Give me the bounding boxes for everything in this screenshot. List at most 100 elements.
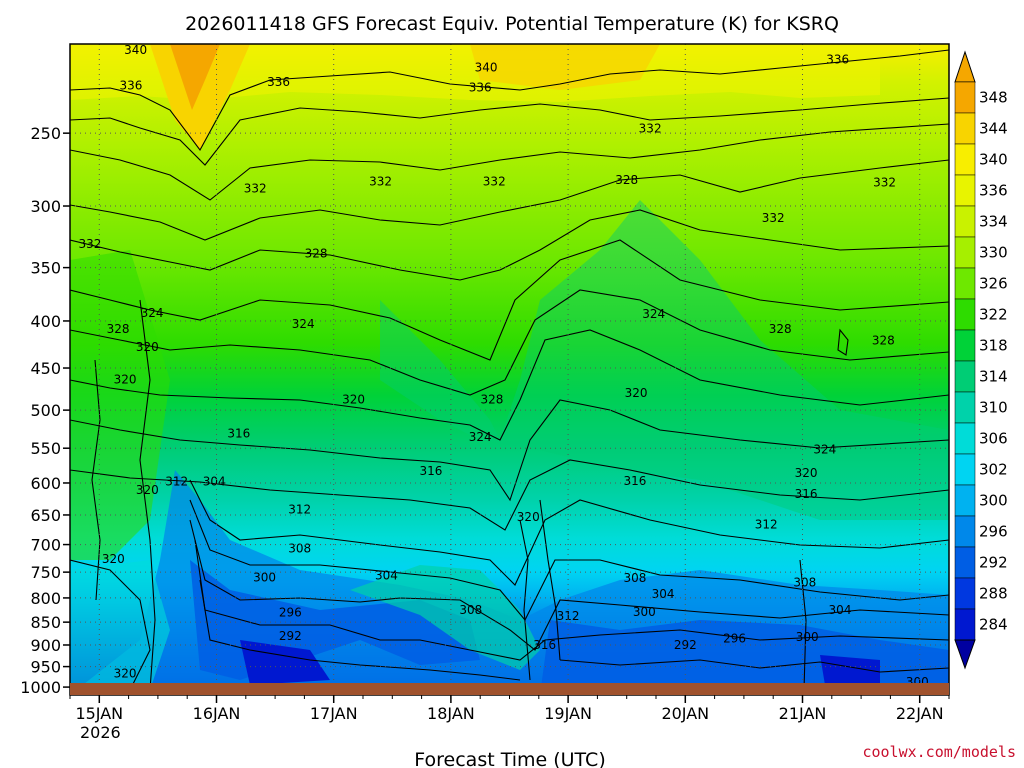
colorbar-swatch bbox=[954, 453, 976, 486]
colorbar-label: 302 bbox=[979, 461, 1008, 479]
y-tick-label: 500 bbox=[30, 401, 61, 420]
contour-label: 304 bbox=[829, 603, 852, 617]
contour-label: 320 bbox=[136, 340, 159, 354]
contour-label: 316 bbox=[533, 638, 556, 652]
contour-label: 300 bbox=[253, 570, 276, 584]
colorbar-label: 326 bbox=[979, 275, 1008, 293]
x-tick-label: 22JAN bbox=[896, 704, 944, 723]
contour-label: 324 bbox=[813, 443, 836, 457]
colorbar-label: 336 bbox=[979, 182, 1008, 200]
colorbar-label: 314 bbox=[979, 368, 1008, 386]
contour-label: 324 bbox=[469, 430, 492, 444]
contour-label: 320 bbox=[625, 386, 648, 400]
contour-label: 332 bbox=[244, 181, 267, 195]
contour-label: 316 bbox=[623, 474, 646, 488]
contour-label: 320 bbox=[517, 510, 540, 524]
colorbar-swatch bbox=[954, 484, 976, 517]
contour-label: 332 bbox=[762, 211, 785, 225]
contour-label: 332 bbox=[873, 176, 896, 190]
colorbar-swatch bbox=[954, 546, 976, 579]
field-left-low-warm bbox=[70, 560, 170, 690]
contour-label: 328 bbox=[769, 322, 792, 336]
y-tick-label: 400 bbox=[30, 312, 61, 331]
colorbar-swatch bbox=[954, 360, 976, 393]
field-low-cold-a bbox=[240, 640, 330, 685]
contour-label: 296 bbox=[723, 631, 746, 645]
colorbar-bottom-arrow bbox=[954, 639, 976, 670]
colorbar-swatch bbox=[954, 298, 976, 331]
contour-label: 308 bbox=[623, 571, 646, 585]
field-low-cold-b bbox=[820, 655, 880, 685]
contour-label: 320 bbox=[114, 372, 137, 386]
colorbar-label: 318 bbox=[979, 337, 1008, 355]
contour-label: 308 bbox=[288, 542, 311, 556]
contour-label: 308 bbox=[793, 576, 816, 590]
plot-field bbox=[70, 44, 949, 695]
x-tick-label: 21JAN bbox=[779, 704, 827, 723]
contour-label: 316 bbox=[420, 464, 443, 478]
contour-label: 312 bbox=[165, 475, 188, 489]
y-tick-label: 550 bbox=[30, 439, 61, 458]
colorbar-swatch bbox=[954, 577, 976, 610]
contour-label: 320 bbox=[342, 393, 365, 407]
colorbar-swatch bbox=[954, 608, 976, 641]
colorbar-label: 344 bbox=[979, 120, 1008, 138]
y-axis: 250 300 350 400 450 500 550 600 650 700 750 800 850 9… bbox=[20, 124, 70, 697]
colorbar-label: 300 bbox=[979, 492, 1008, 510]
contour-label: 304 bbox=[375, 568, 398, 582]
y-tick-label: 1000 bbox=[20, 678, 61, 697]
x-axis: 15JAN 16JAN 17JAN 18JAN 19JAN 20JAN 21JAN 22JAN bbox=[69, 695, 950, 723]
chart-title: 2026011418 GFS Forecast Equiv. Potential… bbox=[185, 13, 839, 35]
colorbar-label: 296 bbox=[979, 523, 1008, 541]
contour-label: 332 bbox=[483, 174, 506, 188]
contour-label: 336 bbox=[119, 79, 142, 93]
contour-label: 320 bbox=[795, 466, 818, 480]
colorbar-swatch bbox=[954, 174, 976, 207]
y-tick-label: 800 bbox=[30, 589, 61, 608]
field-upper-core-b bbox=[170, 44, 220, 110]
contour-label-group: 340 336 336 340 336 336 332 332 332 332 328 332 332 3… bbox=[78, 43, 928, 689]
contour-label: 320 bbox=[114, 667, 137, 681]
contour-label: 320 bbox=[136, 483, 159, 497]
y-tick-label: 600 bbox=[30, 474, 61, 493]
contour-label: 296 bbox=[279, 606, 302, 620]
colorbar-swatch bbox=[954, 236, 976, 269]
colorbar-label: 310 bbox=[979, 399, 1008, 417]
colorbar-swatch bbox=[954, 329, 976, 362]
contour-label: 300 bbox=[633, 605, 656, 619]
y-tick-label: 650 bbox=[30, 506, 61, 525]
contour-label: 292 bbox=[279, 629, 302, 643]
colorbar-swatch bbox=[954, 112, 976, 145]
colorbar-label: 288 bbox=[979, 585, 1008, 603]
contour-label: 324 bbox=[292, 317, 315, 331]
y-tick-label: 750 bbox=[30, 563, 61, 582]
field-upper-core-c bbox=[470, 44, 660, 90]
grid-lines bbox=[70, 44, 949, 695]
y-tick-label: 850 bbox=[30, 613, 61, 632]
contour-label: 328 bbox=[480, 393, 503, 407]
contour-label: 328 bbox=[305, 247, 328, 261]
contour-label: 336 bbox=[826, 53, 849, 67]
contour-label: 316 bbox=[795, 487, 818, 501]
x-tick-label: 17JAN bbox=[310, 704, 358, 723]
contour-label: 324 bbox=[642, 307, 665, 321]
credit-link[interactable]: coolwx.com/models bbox=[862, 743, 1016, 761]
colorbar-label: 330 bbox=[979, 244, 1008, 262]
contour-lines bbox=[70, 49, 949, 691]
x-tick-label: 20JAN bbox=[661, 704, 709, 723]
contour-label: 332 bbox=[78, 237, 101, 251]
colorbar-label: 340 bbox=[979, 151, 1008, 169]
contour-label: 328 bbox=[107, 322, 130, 336]
contour-label: 336 bbox=[267, 75, 290, 89]
colorbar-swatch bbox=[954, 267, 976, 300]
colorbar-swatch bbox=[954, 422, 976, 455]
colorbar-swatch bbox=[954, 143, 976, 176]
field-low-warm-pocket bbox=[350, 565, 540, 670]
x-year-label: 2026 bbox=[80, 723, 121, 742]
y-tick-label: 350 bbox=[30, 259, 61, 278]
contour-label: 312 bbox=[288, 502, 311, 516]
contour-label: 340 bbox=[124, 43, 147, 57]
contour-label: 304 bbox=[203, 475, 226, 489]
colorbar-swatch bbox=[954, 205, 976, 238]
